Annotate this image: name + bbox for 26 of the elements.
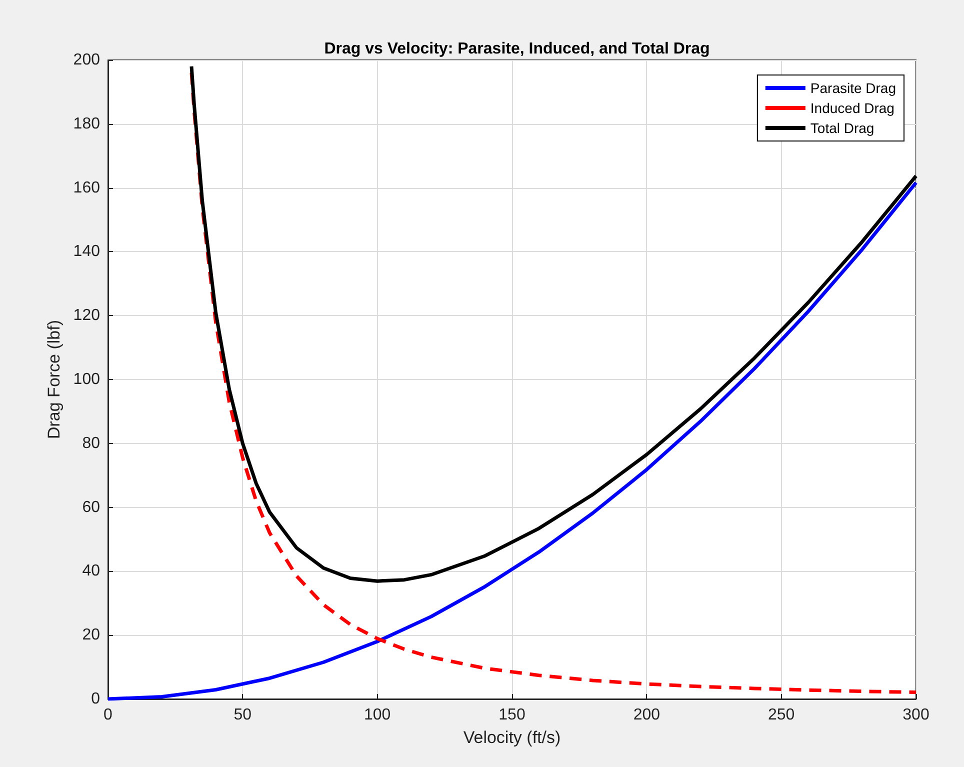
legend-label: Total Drag xyxy=(810,120,874,136)
legend-label: Induced Drag xyxy=(810,100,894,116)
legend-label: Parasite Drag xyxy=(810,80,896,96)
y-tick-label: 60 xyxy=(82,498,100,516)
y-tick-label: 140 xyxy=(73,243,100,260)
y-tick-label: 0 xyxy=(91,690,100,708)
chart-title: Drag vs Velocity: Parasite, Induced, and Total Drag xyxy=(324,40,710,58)
x-tick-label: 200 xyxy=(633,706,660,724)
y-tick-label: 120 xyxy=(73,307,100,324)
x-tick-label: 150 xyxy=(498,706,526,724)
line-series xyxy=(190,64,918,583)
y-tick-label: 40 xyxy=(82,562,100,580)
y-tick-label: 20 xyxy=(82,626,100,644)
x-tick-label: 300 xyxy=(902,706,930,724)
y-tick-label: 200 xyxy=(73,52,100,68)
x-tick-label: 50 xyxy=(234,706,252,724)
x-tick-label: 100 xyxy=(364,706,391,724)
y-tick-label: 160 xyxy=(73,179,100,196)
x-axis-title: Velocity (ft/s) xyxy=(463,728,561,747)
y-tick-label: 80 xyxy=(82,434,100,452)
x-tick-label: 250 xyxy=(768,706,795,724)
x-tick-label: 0 xyxy=(104,706,113,724)
y-tick-label: 180 xyxy=(73,115,100,132)
y-axis-title: Drag Force (lbf) xyxy=(44,320,64,440)
line-series xyxy=(190,71,918,694)
y-tick-label: 100 xyxy=(73,371,100,388)
